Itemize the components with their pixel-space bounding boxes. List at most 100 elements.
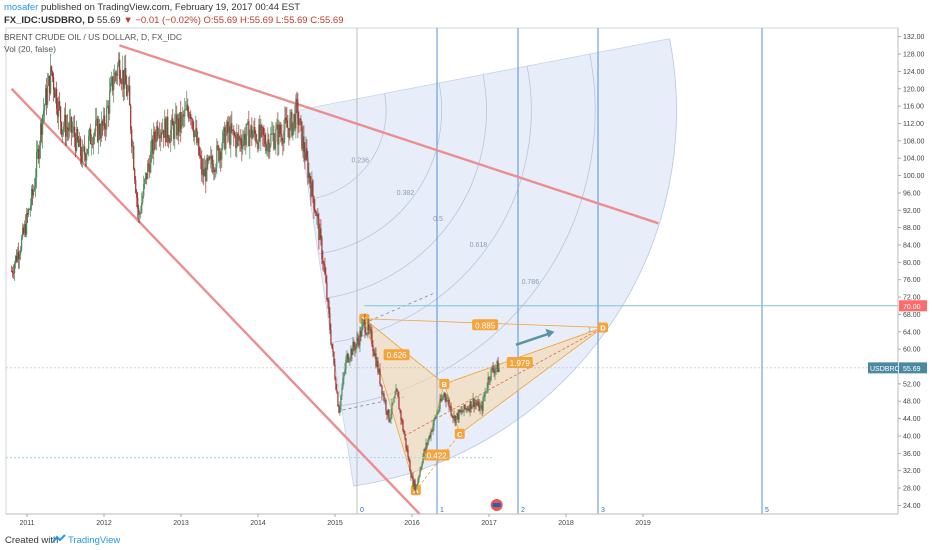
candle-body [135,180,137,193]
candle-body [83,146,85,148]
candle-body [376,360,378,367]
candle-body [359,330,361,346]
candle-body [11,271,13,272]
symbol-name[interactable]: FX_IDC:USDBRO, D [4,15,95,26]
candle-body [458,409,460,420]
candle-body [378,368,380,373]
volume-indicator-label[interactable]: Vol (20, false) [4,44,56,54]
level-price-label: 70.00 [903,304,921,311]
candle-body [380,383,382,386]
candle-body [37,148,39,152]
candle-body [344,369,346,374]
candle-body [471,405,473,409]
candle-body [240,138,242,145]
candle-body [413,480,415,486]
pattern-point-label: B [442,380,448,389]
candle-body [446,400,448,402]
candle-body [29,209,31,211]
candle-body [150,150,152,173]
candle-body [387,409,389,416]
candle-body [348,360,350,362]
candle-body [450,406,452,415]
candle-body [236,133,238,149]
candle-body [166,116,168,143]
candle-body [111,76,113,83]
candle-body [419,469,421,476]
candle-body [385,400,387,411]
last-price: 55.69 [96,15,121,26]
candle-body [395,388,397,395]
price-axis-label: 68.00 [903,312,921,319]
candle-body [277,124,279,145]
candle-body [19,254,21,260]
candle-body [215,167,217,172]
candle-body [315,211,317,216]
candle-body [245,136,247,145]
candle-body [210,156,212,159]
candle-body [141,202,143,213]
candle-body [149,164,151,173]
candle-body [414,480,416,491]
candle-body [411,476,413,478]
candle-body [346,353,348,360]
candle-body [33,190,35,196]
candle-body [229,126,231,145]
candle-body [100,135,102,139]
candle-body [487,377,489,388]
candle-body [262,127,264,135]
candle-body [261,125,263,128]
candle-body [21,237,23,251]
candle-body [491,367,493,369]
candle-body [146,172,148,180]
candle-body [423,449,425,456]
fib-fan-arc [309,93,387,200]
candle-body [35,177,37,187]
candle-body [189,114,191,119]
candle-body [420,467,422,470]
candle-body [84,146,86,155]
candle-body [68,129,70,132]
candle-body [415,486,417,491]
candle-body [375,353,377,367]
candle-body [328,300,330,314]
candle-body [85,154,87,161]
candle-body [357,338,359,342]
candle-body [216,145,218,168]
candle-body [148,163,150,165]
candle-body [299,118,301,125]
candle-body [94,131,96,136]
axes-layer: 132.00128.00124.00120.00116.00112.00108.… [6,28,927,527]
candle-body [444,393,446,397]
candle-body [232,129,234,131]
candle-body [170,129,172,143]
candle-body [212,164,214,173]
candle-body [250,125,252,134]
price-axis-label: 60.00 [903,347,921,354]
candle-body [223,127,225,133]
candle-body [128,85,130,91]
candle-body [417,479,419,485]
candle-body [263,134,265,136]
candle-body [177,117,179,136]
candle-body [34,186,36,191]
candle-body [494,368,496,374]
candle-body [400,410,402,420]
candle-body [71,117,73,133]
tradingview-logo-icon [52,534,66,543]
candle-body [495,367,497,369]
candle-body [438,408,440,412]
candle-body [486,387,488,392]
candle-body [341,387,343,396]
candle-body [266,144,268,152]
tradingview-brand-link[interactable]: TradingView [68,535,121,546]
publish-line: mosafer published on TradingView.com, Fe… [4,2,300,13]
candle-body [175,114,177,122]
fib-fan-arc [324,74,487,299]
author-link[interactable]: mosafer [4,2,39,13]
candle-body [98,123,100,142]
candle-body [38,148,40,160]
candle-body [451,414,453,417]
candle-body [17,251,19,262]
candle-body [190,114,192,119]
